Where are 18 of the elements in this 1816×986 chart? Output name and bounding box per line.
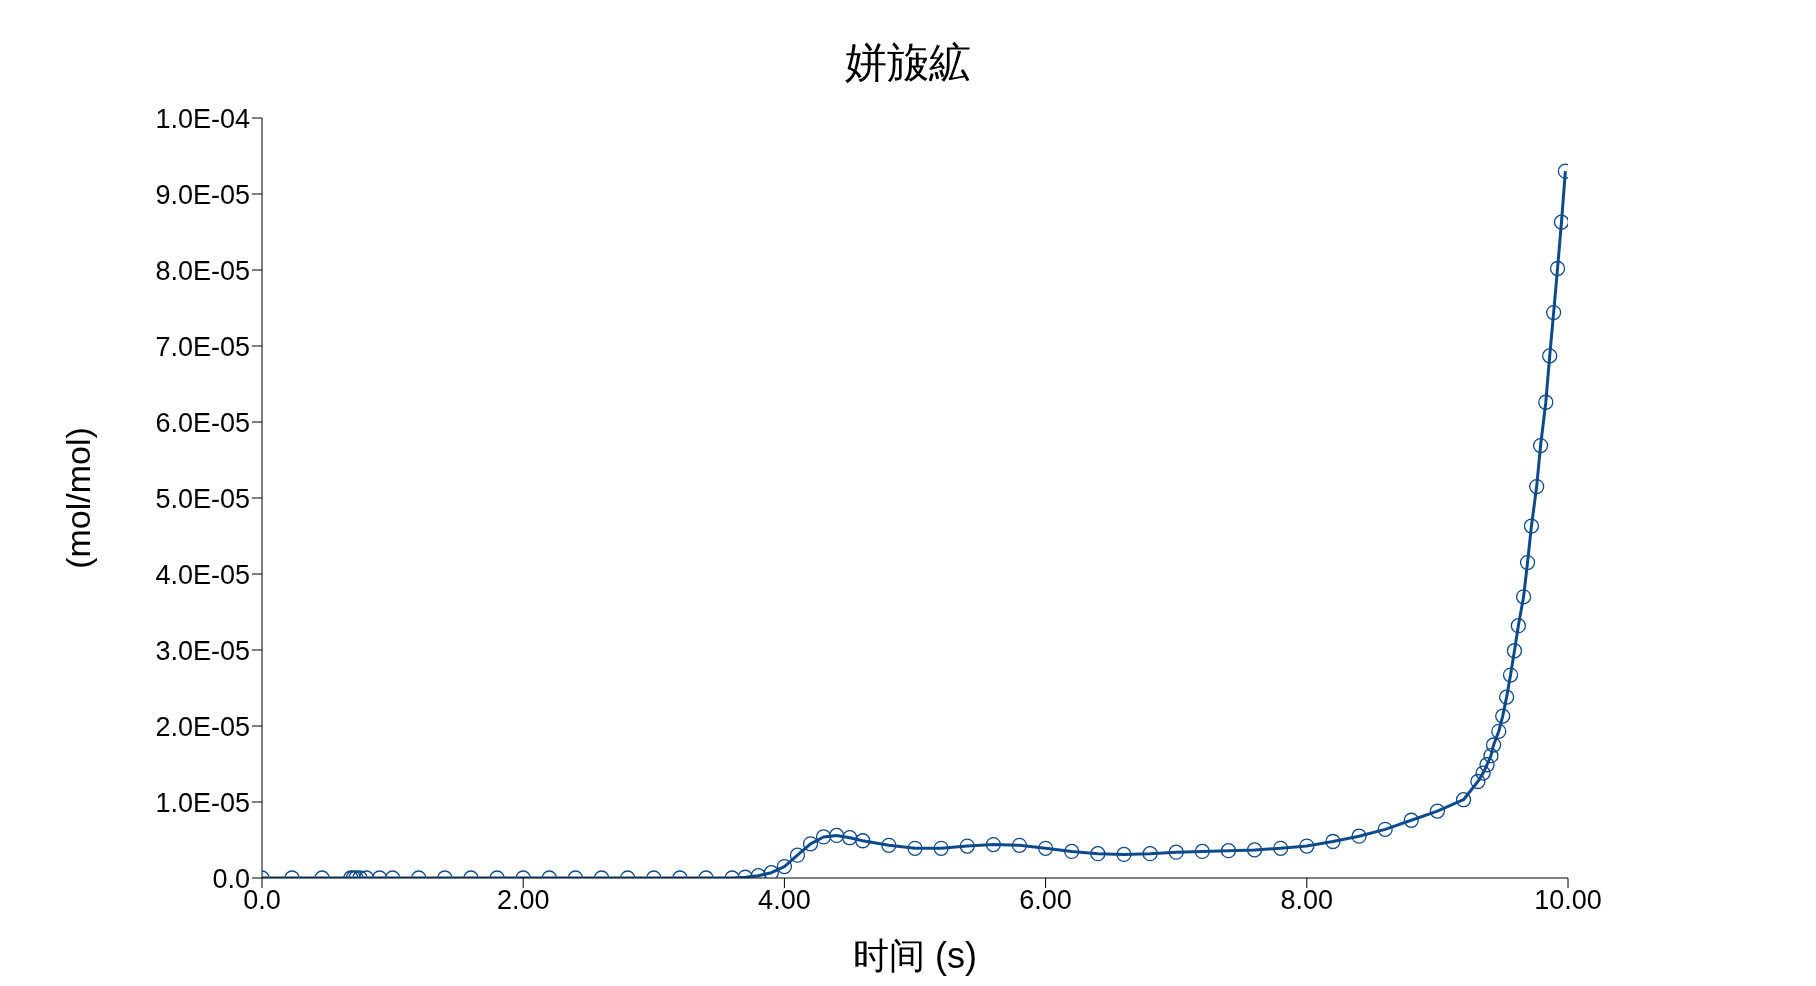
y-tick-label: 1.0E-04 (155, 103, 250, 134)
x-axis-title: 时间 (s) (853, 935, 977, 976)
y-tick-label: 9.0E-05 (155, 179, 250, 210)
y-tick-label: 5.0E-05 (155, 483, 250, 514)
y-tick-label: 4.0E-05 (155, 559, 250, 590)
y-tick-label: 1.0E-05 (155, 787, 250, 818)
x-tick-label: 10.00 (1534, 885, 1602, 916)
x-tick-label: 2.00 (496, 885, 550, 916)
x-tick-label: 4.00 (758, 885, 811, 916)
chart-title: 姘旇絋 (844, 37, 972, 89)
y-tick-label: 6.0E-05 (155, 407, 250, 438)
y-axis-title: (mol/mol) (59, 427, 98, 569)
y-tick-label: 3.0E-05 (155, 635, 250, 666)
x-tick-label: 6.00 (1019, 885, 1072, 916)
y-tick-label: 7.0E-05 (155, 331, 250, 362)
y-tick-label: 8.0E-05 (155, 255, 250, 286)
x-tick-label: 8.00 (1280, 885, 1334, 916)
y-tick-label: 2.0E-05 (155, 711, 250, 742)
